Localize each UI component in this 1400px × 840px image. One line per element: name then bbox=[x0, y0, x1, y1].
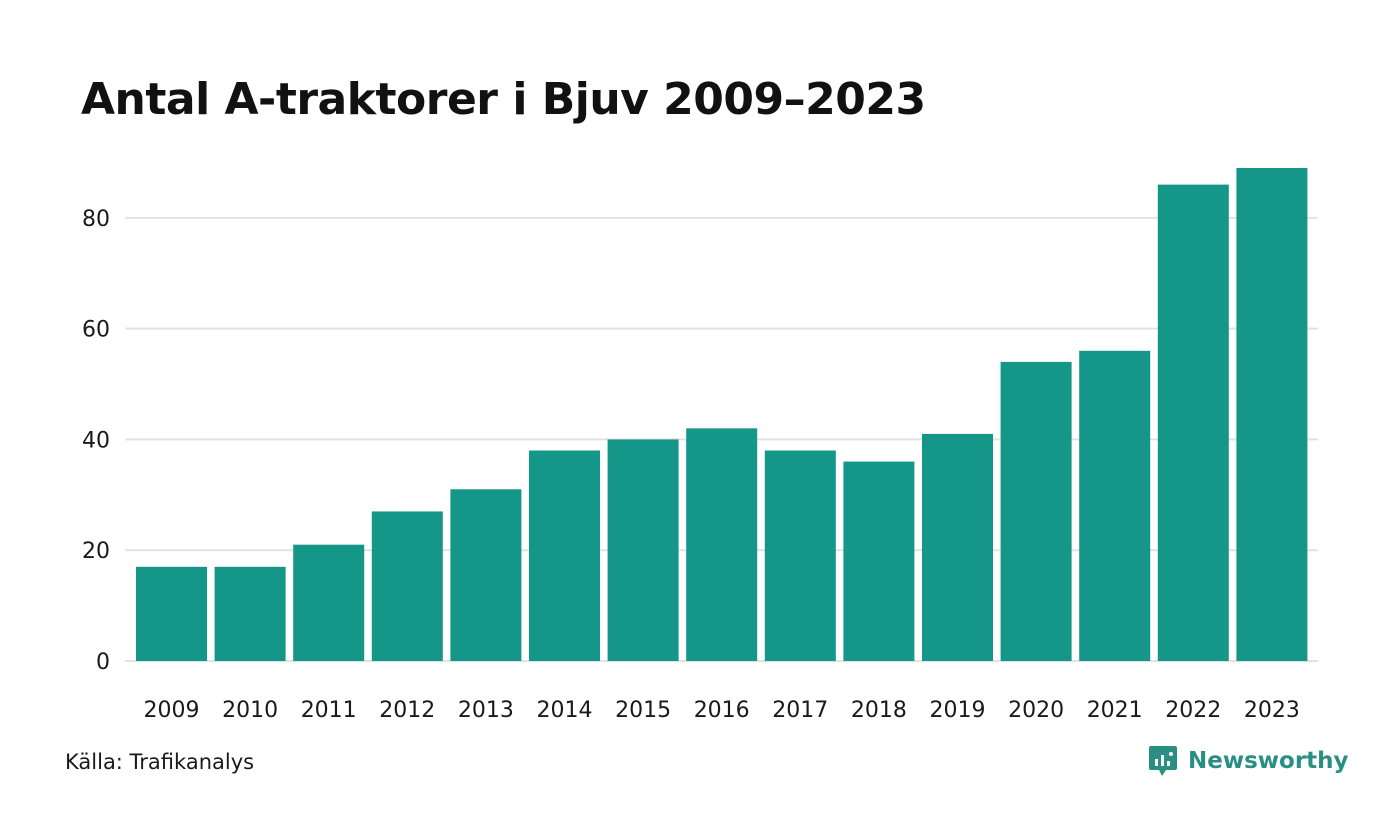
x-tick-label: 2017 bbox=[772, 698, 828, 723]
bar-2019 bbox=[922, 433, 993, 661]
x-tick-label: 2013 bbox=[458, 698, 514, 723]
x-tick-label: 2016 bbox=[694, 698, 750, 723]
chart-title: Antal A-traktorer i Bjuv 2009–2023 bbox=[81, 74, 926, 125]
brand-logo: Newsworthy bbox=[1148, 744, 1349, 778]
x-tick-label: 2009 bbox=[144, 698, 200, 723]
bar-2021 bbox=[1079, 350, 1151, 661]
bar-2023 bbox=[1236, 168, 1308, 661]
x-tick-label: 2022 bbox=[1165, 698, 1221, 723]
x-tick-label: 2011 bbox=[301, 698, 357, 723]
bar-2016 bbox=[686, 428, 758, 661]
y-tick-label: 40 bbox=[82, 428, 110, 453]
x-tick-label: 2014 bbox=[537, 698, 593, 723]
bar-2020 bbox=[1000, 361, 1072, 661]
y-axis-labels: 0 20 40 60 80 bbox=[82, 207, 110, 675]
bar-2017 bbox=[764, 450, 836, 661]
bar-2011 bbox=[293, 544, 365, 661]
x-tick-label: 2020 bbox=[1008, 698, 1064, 723]
y-tick-label: 80 bbox=[82, 207, 110, 232]
bar-2014 bbox=[529, 450, 600, 661]
x-tick-label: 2023 bbox=[1244, 698, 1300, 723]
y-tick-label: 20 bbox=[82, 539, 110, 564]
x-tick-label: 2019 bbox=[930, 698, 986, 723]
x-tick-label: 2010 bbox=[222, 698, 278, 723]
bar-2013 bbox=[450, 489, 522, 661]
newsworthy-logo-icon bbox=[1149, 746, 1177, 776]
bar-2015 bbox=[607, 439, 679, 661]
brand-name: Newsworthy bbox=[1188, 748, 1349, 774]
x-tick-label: 2012 bbox=[379, 698, 435, 723]
bar-2012 bbox=[371, 511, 443, 661]
x-tick-label: 2021 bbox=[1087, 698, 1143, 723]
bar-2018 bbox=[843, 461, 915, 661]
x-axis-labels: 2009 2010 2011 2012 2013 2014 2015 2016 2017 2018… bbox=[144, 698, 1300, 723]
bar-2010 bbox=[214, 566, 286, 661]
y-tick-label: 0 bbox=[96, 650, 110, 675]
y-tick-label: 60 bbox=[82, 318, 110, 343]
bars bbox=[136, 168, 1308, 661]
x-tick-label: 2018 bbox=[851, 698, 907, 723]
source-note: Källa: Trafikanalys bbox=[65, 750, 255, 774]
bar-2022 bbox=[1157, 184, 1229, 661]
bar-2009 bbox=[136, 566, 207, 661]
x-tick-label: 2015 bbox=[615, 698, 671, 723]
